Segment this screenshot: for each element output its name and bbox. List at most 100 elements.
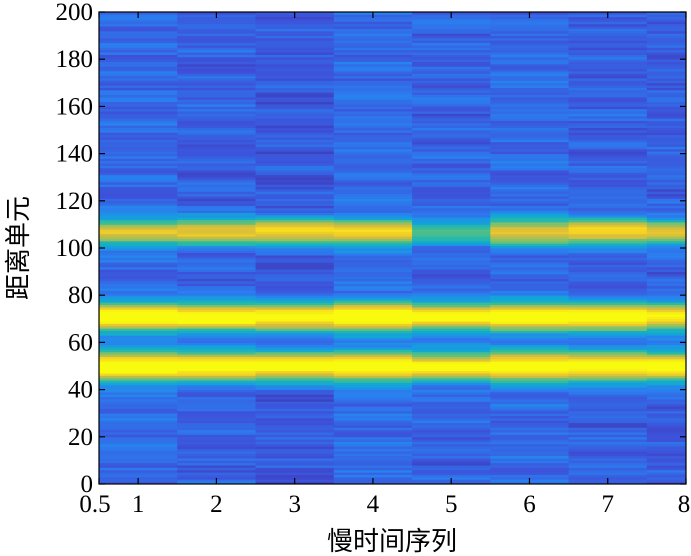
- heatmap-cell: [177, 132, 256, 136]
- heatmap-cell: [177, 68, 256, 72]
- heatmap-cell: [99, 80, 178, 84]
- heatmap-cell: [646, 16, 687, 20]
- heatmap-cell: [412, 37, 491, 41]
- heatmap-cell: [490, 389, 569, 393]
- heatmap-cell: [568, 37, 648, 41]
- heatmap-cell: [490, 422, 569, 426]
- heatmap-cell: [568, 144, 648, 147]
- heatmap-cell: [333, 146, 413, 150]
- heatmap-cell: [490, 167, 569, 171]
- heatmap-cell: [412, 245, 491, 249]
- heatmap-cell: [490, 165, 569, 169]
- heatmap-cell: [333, 174, 413, 178]
- heatmap-cell: [568, 233, 648, 237]
- heatmap-cell: [490, 304, 569, 308]
- heatmap-cell: [646, 203, 687, 206]
- heatmap-cell: [99, 94, 178, 98]
- heatmap-cell: [177, 245, 256, 249]
- heatmap-cell: [177, 106, 256, 110]
- heatmap-cell: [412, 217, 491, 221]
- heatmap-cell: [490, 391, 569, 395]
- heatmap-cell: [412, 172, 491, 176]
- heatmap-cell: [646, 394, 687, 398]
- heatmap-cell: [255, 413, 335, 416]
- heatmap-cell: [255, 278, 335, 282]
- heatmap-cell: [99, 155, 178, 159]
- heatmap-cell: [412, 307, 491, 310]
- heatmap-cell: [255, 125, 335, 129]
- heatmap-cell: [490, 309, 569, 313]
- heatmap-cell: [99, 66, 178, 70]
- heatmap-cell: [177, 184, 256, 188]
- heatmap-cell: [99, 469, 178, 473]
- heatmap-cell: [177, 273, 256, 277]
- heatmap-cell: [646, 71, 687, 74]
- heatmap-cell: [177, 49, 256, 53]
- heatmap-cell: [568, 240, 648, 244]
- heatmap-cell: [412, 299, 491, 303]
- heatmap-cell: [99, 219, 178, 223]
- heatmap-cell: [177, 264, 256, 268]
- heatmap-cell: [412, 233, 491, 237]
- heatmap-cell: [177, 193, 256, 197]
- heatmap-cell: [412, 89, 491, 93]
- heatmap-cell: [99, 387, 178, 390]
- y-tick-label: 20: [68, 424, 93, 451]
- heatmap-cell: [412, 290, 491, 294]
- heatmap-cell: [333, 217, 413, 221]
- heatmap-cell: [412, 92, 491, 95]
- heatmap-cell: [255, 92, 335, 95]
- heatmap-cell: [333, 358, 413, 362]
- heatmap-cell: [568, 429, 648, 433]
- heatmap-cell: [412, 354, 491, 357]
- heatmap-cell: [99, 283, 178, 287]
- heatmap-cell: [255, 266, 335, 270]
- heatmap-cell: [568, 56, 648, 60]
- heatmap-cells: [99, 12, 687, 485]
- heatmap-cell: [99, 193, 178, 197]
- heatmap-cell: [646, 474, 687, 478]
- heatmap-cell: [255, 453, 335, 457]
- heatmap-cell: [568, 198, 648, 202]
- heatmap-cell: [646, 89, 687, 93]
- heatmap-cell: [255, 132, 335, 136]
- heatmap-cell: [568, 108, 648, 112]
- heatmap-cell: [333, 19, 413, 22]
- heatmap-cell: [177, 45, 256, 48]
- heatmap-cell: [412, 134, 491, 138]
- heatmap-cell: [177, 222, 256, 225]
- heatmap-cell: [646, 23, 687, 27]
- heatmap-cell: [255, 56, 335, 60]
- heatmap-cell: [177, 96, 256, 100]
- heatmap-cell: [490, 410, 569, 414]
- heatmap-cell: [490, 174, 569, 178]
- heatmap-cell: [490, 443, 569, 447]
- heatmap-cell: [177, 332, 256, 336]
- heatmap-cell: [412, 49, 491, 53]
- heatmap-cell: [412, 243, 491, 247]
- heatmap-cell: [490, 94, 569, 98]
- heatmap-cell: [177, 37, 256, 41]
- heatmap-cell: [646, 33, 687, 36]
- heatmap-cell: [177, 271, 256, 275]
- heatmap-cell: [568, 302, 648, 306]
- heatmap-cell: [255, 384, 335, 388]
- heatmap-cell: [412, 113, 491, 117]
- heatmap-cell: [99, 59, 178, 62]
- heatmap-cell: [490, 184, 569, 188]
- heatmap-cell: [255, 342, 335, 346]
- heatmap-cell: [99, 368, 178, 372]
- heatmap-cell: [490, 429, 569, 433]
- heatmap-cell: [490, 406, 569, 409]
- heatmap-cell: [490, 92, 569, 95]
- heatmap-cell: [333, 35, 413, 39]
- heatmap-cell: [177, 472, 256, 475]
- heatmap-cell: [177, 167, 256, 171]
- heatmap-cell: [255, 106, 335, 110]
- heatmap-cell: [490, 377, 569, 381]
- heatmap-cell: [490, 89, 569, 93]
- heatmap-cell: [490, 205, 569, 209]
- heatmap-cell: [255, 222, 335, 225]
- heatmap-cell: [490, 212, 569, 216]
- heatmap-cell: [177, 191, 256, 195]
